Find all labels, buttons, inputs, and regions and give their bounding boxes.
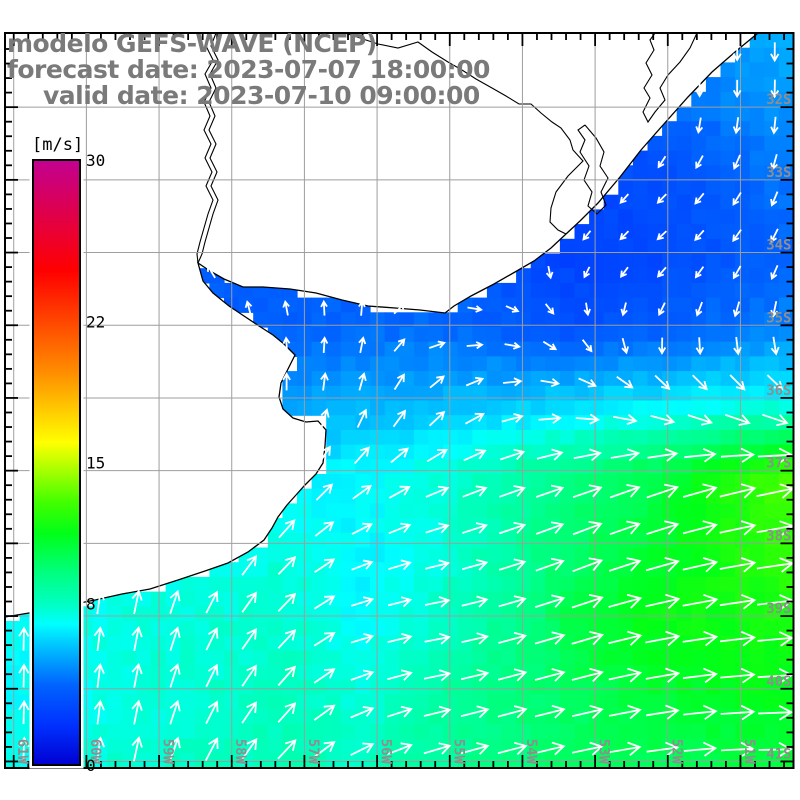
colorbar-tick-label: 8	[86, 595, 96, 614]
lat-label: 32S	[766, 92, 791, 108]
border-or-river-line	[642, 32, 698, 124]
wind-arrows-layer	[18, 42, 795, 762]
lat-label: 36S	[766, 383, 791, 399]
lon-label: 57W	[305, 739, 321, 765]
speed-cells-layer	[5, 33, 795, 769]
lat-label: 33S	[766, 165, 791, 181]
colorbar-gradient	[32, 159, 81, 766]
lon-label: 52W	[668, 739, 684, 765]
border-or-river-line	[577, 124, 609, 215]
lat-label: 40S	[766, 674, 791, 690]
lon-label: 56W	[378, 739, 394, 765]
lon-label: 53W	[596, 739, 612, 765]
colorbar-tick-label: 30	[86, 151, 105, 170]
border-or-river-line	[197, 32, 219, 264]
lon-label: 58W	[232, 739, 248, 765]
colorbar-tick-label: 0	[86, 756, 96, 775]
colorbar: [m/s]30 22 15 8 0	[29, 135, 105, 775]
lat-label: 38S	[766, 528, 791, 544]
border-or-river-line	[196, 32, 214, 264]
graticule-layer	[5, 33, 794, 768]
axis-labels-layer: 32S 33S 34S 35S 36S 37S 38S 39S 40S 41S 61W 60W 59W 5…	[14, 92, 791, 764]
lon-label: 60W	[87, 739, 103, 765]
lat-label: 41S	[766, 746, 791, 762]
lat-label: 35S	[766, 310, 791, 326]
lon-label: 59W	[160, 739, 176, 765]
lon-label: 55W	[450, 739, 466, 765]
lon-label: 51W	[741, 739, 757, 765]
lat-label: 39S	[766, 601, 791, 617]
border-or-river-line	[344, 32, 584, 235]
lat-label: 37S	[766, 456, 791, 472]
lon-label: 54W	[523, 739, 539, 765]
lat-label: 34S	[766, 238, 791, 254]
colorbar-tick-label: 22	[86, 312, 105, 331]
lon-label: 61W	[14, 739, 30, 765]
frame-and-ticks-layer	[4, 32, 795, 769]
plot-border	[4, 32, 795, 769]
colorbar-unit-label: [m/s]	[32, 135, 83, 155]
colorbar-tick-label: 15	[86, 454, 105, 473]
